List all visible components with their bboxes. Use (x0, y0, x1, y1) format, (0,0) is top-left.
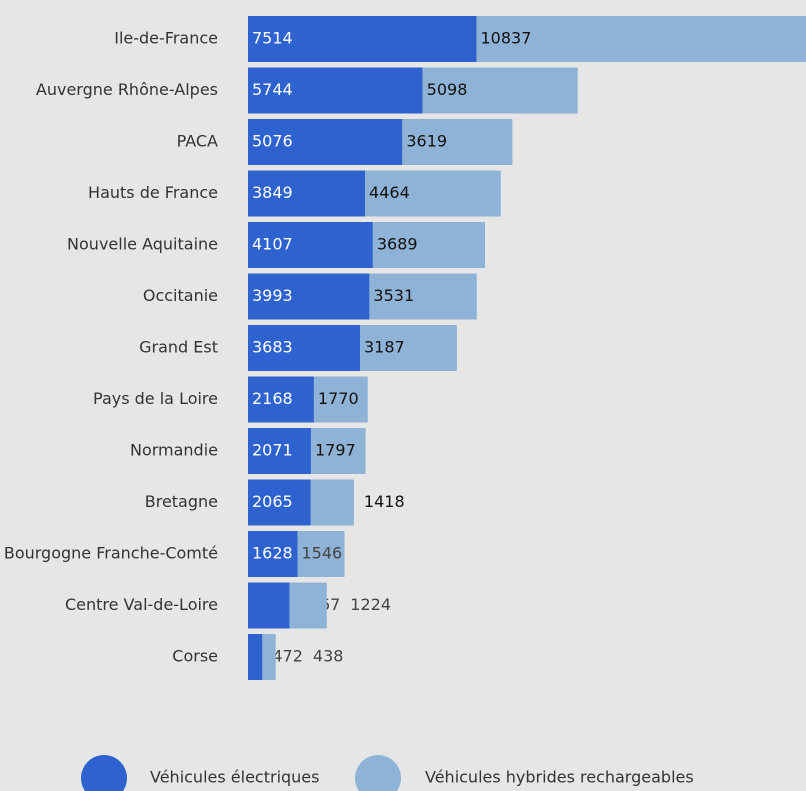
value-label: 3689 (377, 235, 418, 254)
bar-segment (248, 634, 263, 680)
value-label: 2168 (252, 389, 293, 408)
category-label: Centre Val-de-Loire (65, 595, 218, 614)
legend-swatch (355, 755, 401, 791)
value-label: 2071 (252, 441, 293, 460)
bar-segment (297, 531, 345, 577)
bar-segment (248, 67, 423, 114)
value-label: 1797 (315, 441, 356, 460)
value-label: 3531 (373, 286, 414, 305)
value-label: 4107 (252, 235, 293, 254)
bar-segment (248, 376, 314, 423)
value-label: 438 (313, 647, 344, 666)
value-label: 1628 (252, 544, 293, 563)
category-label: Bourgogne Franche-Comté (4, 544, 218, 563)
bar-segment (372, 222, 486, 268)
value-label: 3683 (252, 338, 293, 357)
bar-segment (422, 67, 578, 114)
category-label: Grand Est (139, 338, 218, 357)
category-label: Corse (172, 647, 218, 666)
bar-segment (310, 428, 366, 474)
bar-segment (248, 325, 360, 371)
value-label: 1546 (302, 544, 343, 563)
value-label: 1770 (318, 389, 359, 408)
bar-segment (402, 119, 513, 165)
category-label: Bretagne (145, 492, 218, 511)
category-label: Pays de la Loire (93, 389, 218, 408)
category-label: Auvergne Rhône-Alpes (36, 80, 218, 99)
value-label: 1224 (350, 595, 391, 614)
bar-segment (248, 479, 311, 526)
bar-segment (310, 479, 354, 526)
bar-segment (262, 634, 276, 680)
value-label: 3187 (364, 338, 405, 357)
bar-segment (313, 376, 368, 423)
bar-segment (248, 222, 373, 268)
legend-swatch (81, 755, 127, 791)
value-label: 3619 (406, 132, 447, 151)
value-label: 472 (272, 647, 303, 666)
category-label: Normandie (130, 441, 218, 460)
bar-segment (476, 16, 806, 62)
category-label: Occitanie (143, 286, 218, 305)
value-label: 2065 (252, 492, 293, 511)
bar-segment (248, 170, 366, 217)
value-label: 3993 (252, 286, 293, 305)
value-label: 10837 (480, 29, 531, 48)
bar-segment (248, 428, 311, 474)
legend-label: Véhicules hybrides rechargeables (425, 768, 694, 787)
value-label: 1418 (364, 492, 405, 511)
category-label: PACA (177, 132, 218, 151)
value-label: 7514 (252, 29, 293, 48)
value-label: 3849 (252, 183, 293, 202)
bar-segment (289, 582, 327, 629)
bar-segment (248, 16, 477, 62)
value-label: 4464 (369, 183, 410, 202)
bar-segment (248, 119, 403, 165)
bar-segment (248, 582, 290, 629)
category-label: Ile-de-France (114, 29, 218, 48)
bar-segment (359, 325, 457, 371)
category-label: Nouvelle Aquitaine (67, 235, 218, 254)
value-label: 5076 (252, 132, 293, 151)
bar-segment (369, 273, 477, 320)
value-label: 5744 (252, 80, 293, 99)
bar-segment (248, 531, 298, 577)
category-label: Hauts de France (88, 183, 218, 202)
bar-segment (365, 170, 501, 217)
legend-label: Véhicules électriques (150, 768, 319, 787)
bar-segment (248, 273, 370, 320)
value-label: 5098 (427, 80, 468, 99)
